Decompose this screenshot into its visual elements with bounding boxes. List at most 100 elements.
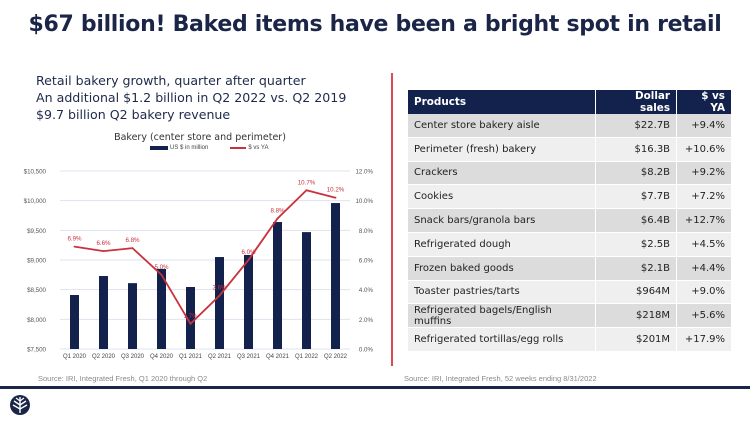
cell-dollar-sales: $2.1B: [595, 256, 678, 281]
legend-swatch-line: [230, 147, 247, 149]
vertical-divider: [391, 73, 393, 366]
table-row: Perimeter (fresh) bakery $16.3B +10.6%: [408, 137, 732, 162]
bar-q4-2021: [273, 222, 282, 349]
cell-dollar-sales: $2.5B: [595, 232, 678, 257]
cell-vs-ya: +12.7%: [676, 208, 732, 233]
bar-q1-2022: [302, 232, 311, 349]
vs-ya-point: [131, 247, 134, 250]
left-axis-tick-label: $9,500: [27, 228, 46, 235]
cell-vs-ya: +4.4%: [676, 256, 732, 281]
vs-ya-point: [334, 196, 337, 199]
right-axis-tick-label: 12.0%: [355, 169, 373, 176]
cell-dollar-sales: $7.7B: [595, 184, 678, 210]
x-axis-tick-label: Q2 2021: [208, 354, 232, 360]
footer-bar: [0, 386, 750, 389]
legend-swatch-bar: [150, 146, 168, 150]
cell-vs-ya: +9.2%: [676, 161, 732, 186]
cell-vs-ya: +10.6%: [676, 137, 732, 162]
x-axis-tick-label: Q4 2020: [150, 354, 174, 360]
x-axis-tick-label: Q3 2020: [121, 354, 145, 360]
vs-ya-data-label: 10.2%: [327, 187, 345, 194]
vs-ya-line: [74, 189, 336, 326]
bar-q1-2020: [70, 295, 79, 349]
vs-ya-data-label: 8.8%: [270, 207, 285, 214]
table-row: Cookies $7.7B +7.2%: [408, 184, 732, 210]
vs-ya-point: [218, 294, 221, 297]
bar-q4-2020: [157, 268, 166, 349]
vs-ya-point: [160, 273, 163, 276]
cell-dollar-sales: $16.3B: [595, 137, 678, 162]
vs-ya-point: [276, 217, 279, 220]
right-axis-tick-label: 4.0%: [359, 287, 374, 294]
cell-product: Center store bakery aisle: [408, 114, 597, 138]
table-row: Frozen baked goods $2.1B +4.4%: [408, 256, 732, 281]
table-row: Refrigerated tortillas/egg rolls $201M +17…: [408, 327, 732, 352]
cell-product: Refrigerated dough: [408, 232, 597, 257]
wheat-emblem-icon: [10, 395, 30, 415]
cell-product: Snack bars/granola bars: [408, 208, 597, 233]
left-axis-tick-label: $9,000: [27, 258, 46, 265]
header-products: Products: [408, 90, 597, 114]
x-axis-tick-label: Q2 2022: [324, 354, 348, 360]
table-header-row: Products Dollar sales $ vs YA: [408, 90, 732, 114]
chart-title: Bakery (center store and perimeter): [114, 132, 286, 143]
cell-product: Toaster pastries/tarts: [408, 280, 597, 305]
left-axis-tick-label: $8,000: [27, 317, 46, 324]
vs-ya-data-label: 3.6%: [212, 285, 227, 292]
table-row: Refrigerated dough $2.5B +4.5%: [408, 232, 732, 257]
left-axis-tick-label: $10,500: [24, 169, 47, 176]
cell-product: Cookies: [408, 184, 597, 210]
x-axis-tick-label: Q1 2022: [295, 354, 319, 360]
cell-vs-ya: +17.9%: [676, 327, 732, 352]
table-source-note: Source: IRI, Integrated Fresh, 52 weeks …: [404, 374, 597, 383]
cell-dollar-sales: $22.7B: [595, 114, 678, 138]
cell-dollar-sales: $218M: [595, 303, 678, 329]
vs-ya-data-label: 6.6%: [96, 240, 111, 247]
page-title: $67 billion! Baked items have been a bri…: [28, 12, 722, 37]
right-axis-tick-label: 10.0%: [355, 198, 373, 205]
subtitle-line-2: An additional $1.2 billion in Q2 2022 vs…: [36, 90, 347, 105]
table-row: Toaster pastries/tarts $964M +9.0%: [408, 280, 732, 305]
vs-ya-data-label: 6.9%: [67, 236, 82, 243]
vs-ya-point: [102, 250, 105, 252]
cell-vs-ya: +4.5%: [676, 232, 732, 257]
cell-vs-ya: +9.4%: [676, 114, 732, 138]
bakery-combo-chart: $7,500 $8,000 $8,500 $9,000 $9,500 $10,000 $10…: [24, 169, 374, 361]
bar-q2-2021: [215, 257, 224, 349]
legend-label-bars: US $ in million: [170, 145, 209, 151]
right-axis-tick-label: 6.0%: [359, 258, 374, 265]
chart-source-note: Source: IRI, Integrated Fresh, Q1 2020 t…: [38, 374, 208, 383]
bar-q1-2021: [186, 286, 195, 349]
cell-product: Refrigerated bagels/English muffins: [408, 303, 597, 329]
cell-dollar-sales: $8.2B: [595, 161, 678, 186]
products-table: Products Dollar sales $ vs YA Center sto…: [408, 90, 732, 352]
x-axis-tick-label: Q2 2020: [92, 354, 116, 360]
subtitle-block: Retail bakery growth, quarter after quar…: [36, 72, 346, 123]
right-axis-tick-label: 2.0%: [359, 317, 374, 324]
x-axis-tick-label: Q1 2020: [63, 354, 87, 360]
vs-ya-point: [247, 259, 250, 261]
cell-dollar-sales: $6.4B: [595, 208, 678, 233]
x-axis-tick-label: Q3 2021: [237, 354, 261, 360]
x-axis-tick-label: Q4 2021: [266, 354, 290, 360]
legend-label-line: $ vs YA: [248, 145, 269, 151]
bar-q3-2020: [128, 283, 137, 349]
cell-vs-ya: +5.6%: [676, 303, 732, 329]
vs-ya-point: [189, 322, 192, 325]
cell-product: Perimeter (fresh) bakery: [408, 137, 597, 162]
vs-ya-point: [73, 245, 76, 248]
vs-ya-point: [305, 189, 308, 192]
table-row: Refrigerated bagels/English muffins $218M…: [408, 303, 732, 329]
cell-dollar-sales: $201M: [595, 327, 678, 352]
table-row: Center store bakery aisle $22.7B +9.4%: [408, 114, 732, 138]
cell-product: Refrigerated tortillas/egg rolls: [408, 327, 597, 352]
bar-q2-2022: [331, 203, 340, 349]
cell-vs-ya: +7.2%: [676, 184, 732, 210]
vs-ya-data-label: 6.0%: [241, 249, 256, 256]
header-dollar-sales: Dollar sales: [595, 90, 678, 114]
legend-item-bars: US $ in million: [150, 145, 208, 151]
subtitle-line-1: Retail bakery growth, quarter after quar…: [36, 73, 306, 88]
left-axis-tick-label: $8,500: [27, 287, 46, 294]
subtitle-line-3: $9.7 billion Q2 bakery revenue: [36, 107, 231, 122]
cell-dollar-sales: $964M: [595, 280, 678, 305]
